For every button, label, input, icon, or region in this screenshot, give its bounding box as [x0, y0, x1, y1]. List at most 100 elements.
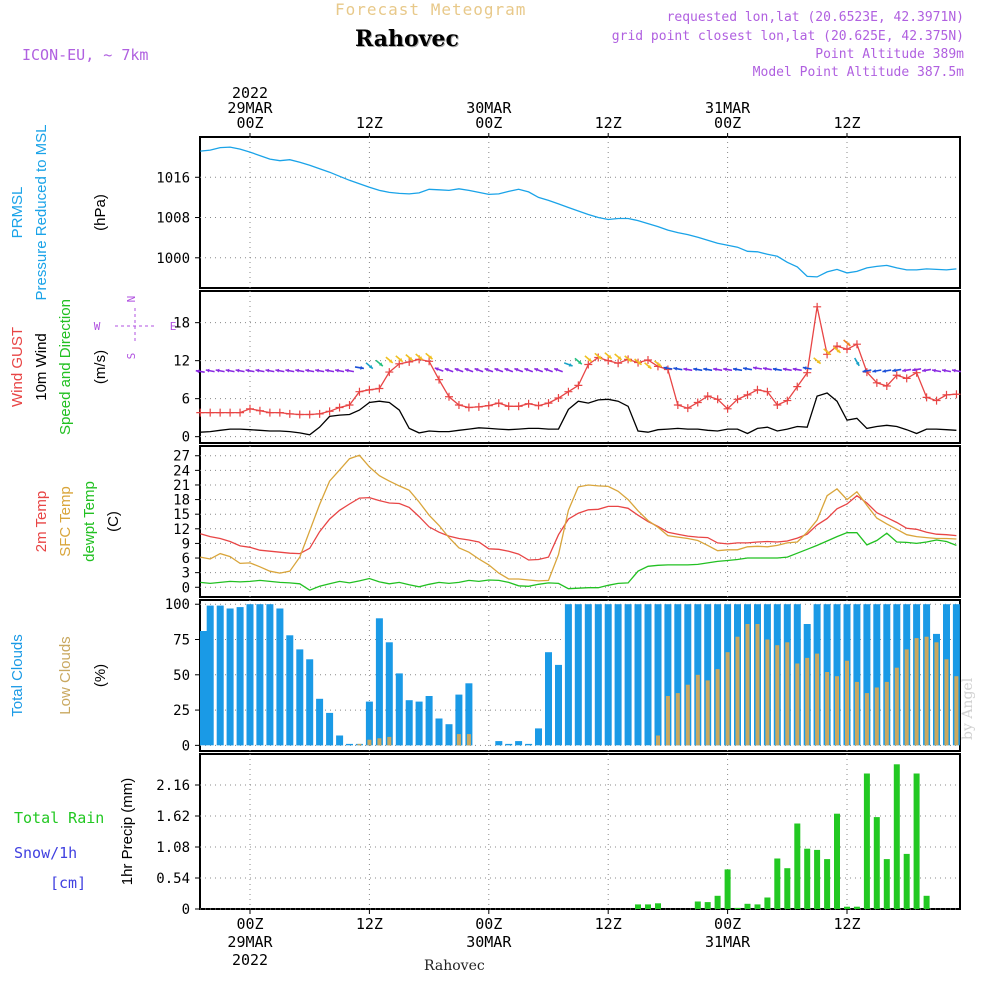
precip-bar — [714, 895, 721, 909]
gust-point — [723, 404, 732, 413]
gust-point — [285, 409, 294, 418]
wind-direction-arrowhead — [444, 368, 449, 372]
wind-direction-arrowhead — [792, 367, 797, 372]
wind-direction-arrowhead — [378, 362, 383, 367]
clouds-bar — [395, 673, 403, 746]
temperature-ytick-label: 9 — [182, 536, 190, 552]
clouds-bar — [805, 657, 810, 746]
clouds-bar — [705, 680, 710, 746]
gust-point — [902, 374, 911, 383]
wind-side-label: Wind GUST — [9, 327, 26, 407]
wind-direction-arrowhead — [418, 356, 423, 360]
wind-direction-arrowhead — [524, 368, 529, 372]
wind-direction-arrowhead — [703, 367, 707, 372]
clouds-bar — [336, 735, 344, 746]
wind-direction-arrowhead — [826, 351, 831, 355]
precip-bar — [883, 859, 890, 909]
gust-point — [584, 360, 593, 369]
gust-point — [773, 401, 782, 409]
precip-bar — [844, 906, 850, 909]
precip-bar — [764, 897, 771, 909]
wind-direction-arrowhead — [836, 349, 841, 353]
gust-point — [673, 401, 682, 409]
clouds-bar — [505, 743, 513, 746]
wind-direction-arrowhead — [782, 367, 787, 372]
wind-direction-arrowhead — [753, 366, 757, 370]
gust-point — [892, 371, 901, 380]
gust-point — [683, 404, 692, 413]
gust-point — [504, 402, 513, 411]
gust-point — [325, 407, 334, 416]
gust-point — [464, 403, 473, 412]
gust-point — [693, 398, 702, 407]
clouds-bar — [466, 734, 471, 746]
clouds-bar — [924, 636, 929, 746]
gust-point — [942, 390, 951, 399]
gust-point — [872, 378, 881, 387]
gust-point — [445, 392, 453, 401]
wind-direction-arrowhead — [723, 367, 727, 372]
top-time-label: 00Z — [475, 114, 502, 132]
wind-direction-arrowhead — [855, 361, 860, 366]
temperature-series-2m-temp — [200, 494, 957, 561]
gust-point — [395, 359, 404, 368]
wind-direction-arrowhead — [205, 368, 210, 373]
clouds-bar — [874, 687, 879, 746]
wind-direction-arrowhead — [802, 366, 807, 370]
wind-direction-arrowhead — [275, 368, 280, 373]
meteogram-title: Forecast Meteogram — [335, 0, 527, 19]
clouds-bar — [894, 667, 899, 746]
clouds-bar — [246, 604, 254, 746]
bottom-time-label: 29MAR — [227, 933, 273, 951]
top-time-label: 00Z — [714, 114, 741, 132]
pressure-frame — [199, 136, 961, 289]
clouds-ytick-label: 25 — [173, 703, 190, 719]
clouds-bar — [833, 604, 841, 746]
clouds-ytick-label: 50 — [173, 668, 190, 684]
wind-direction-arrowhead — [195, 369, 200, 374]
wind-direction-arrowhead — [504, 368, 509, 372]
precip-ytick-label: 1.62 — [156, 809, 190, 825]
bottom-time-label: 12Z — [833, 915, 860, 933]
wind-direction-arrowhead — [597, 355, 602, 360]
clouds-bar — [845, 660, 849, 746]
pressure-side-label: PRMSL — [9, 187, 26, 239]
gust-point — [454, 401, 463, 409]
gust-point — [474, 402, 483, 411]
bottom-time-label: 31MAR — [705, 933, 751, 951]
gust-point — [365, 385, 374, 394]
clouds-bar — [385, 642, 393, 746]
gust-point — [425, 357, 434, 366]
precip-panel: 0 0.54 1.08 1.62 2.16 Total Rain Snow/1h [cm] 1h… — [14, 753, 961, 918]
wind-direction-arrowhead — [464, 368, 469, 372]
gust-point — [514, 402, 523, 411]
gust-point — [733, 395, 742, 404]
pressure-ytick-label: 1000 — [156, 251, 190, 267]
top-time-label: 29MAR — [227, 99, 273, 117]
precip-snow-label: Snow/1h — [14, 844, 77, 862]
precip-bar — [744, 903, 751, 909]
clouds-bar — [375, 618, 383, 746]
clouds-unit: (%) — [92, 664, 109, 687]
clouds-bar — [346, 743, 353, 746]
clouds-bar — [795, 663, 800, 746]
precip-bar — [834, 813, 840, 909]
clouds-bar — [715, 669, 720, 746]
wind-direction-arrowhead — [325, 368, 329, 373]
wind-direction-arrowhead — [554, 368, 559, 372]
clouds-ytick-label: 75 — [173, 633, 190, 649]
top-time-label: 2022 — [232, 84, 268, 102]
gust-point — [882, 382, 891, 390]
clouds-bar — [684, 604, 692, 746]
wind-direction-arrowhead — [922, 368, 926, 373]
wind-direction-arrowhead — [846, 342, 851, 346]
clouds-bar — [873, 604, 881, 746]
precip-bar — [804, 848, 811, 909]
wind-ytick-label: 18 — [173, 316, 190, 332]
clouds-bar — [815, 653, 820, 746]
wind-direction-arrowhead — [743, 366, 747, 371]
top-time-label: 12Z — [833, 114, 860, 132]
gust-point — [544, 399, 553, 408]
clouds-bar — [853, 604, 861, 746]
